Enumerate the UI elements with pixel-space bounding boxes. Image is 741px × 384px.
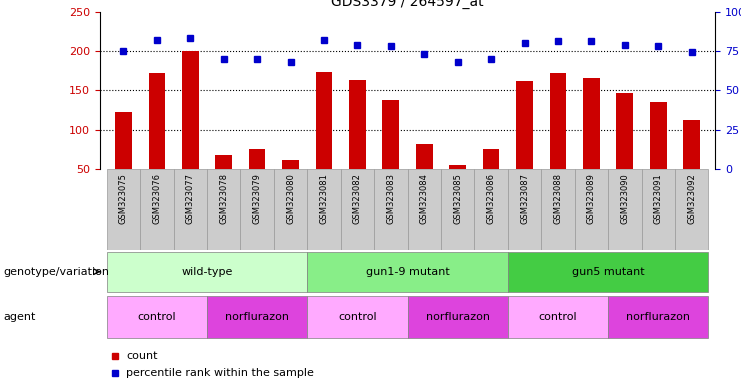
- Bar: [683, 120, 700, 169]
- Text: GSM323092: GSM323092: [687, 173, 696, 224]
- Text: control: control: [539, 312, 577, 322]
- Bar: [441, 169, 474, 250]
- Bar: [240, 169, 274, 250]
- Bar: [107, 296, 207, 338]
- Text: norflurazon: norflurazon: [225, 312, 289, 322]
- Bar: [508, 169, 541, 250]
- Text: GSM323083: GSM323083: [386, 173, 396, 224]
- Bar: [282, 159, 299, 169]
- Text: GSM323091: GSM323091: [654, 173, 662, 224]
- Bar: [608, 296, 708, 338]
- Text: GSM323081: GSM323081: [319, 173, 328, 224]
- Bar: [216, 155, 232, 169]
- Bar: [650, 102, 667, 169]
- Bar: [541, 169, 575, 250]
- Bar: [308, 169, 341, 250]
- Bar: [140, 169, 173, 250]
- Text: GSM323087: GSM323087: [520, 173, 529, 224]
- Bar: [308, 296, 408, 338]
- Text: norflurazon: norflurazon: [425, 312, 490, 322]
- Bar: [583, 78, 599, 169]
- Text: control: control: [338, 312, 376, 322]
- Text: count: count: [126, 351, 158, 361]
- Text: agent: agent: [4, 312, 36, 322]
- Text: GSM323089: GSM323089: [587, 173, 596, 224]
- Bar: [516, 81, 533, 169]
- Text: wild-type: wild-type: [182, 266, 233, 277]
- Bar: [249, 149, 265, 169]
- Bar: [316, 72, 333, 169]
- Bar: [274, 169, 308, 250]
- Text: GSM323079: GSM323079: [253, 173, 262, 224]
- Bar: [642, 169, 675, 250]
- Text: GSM323084: GSM323084: [419, 173, 429, 224]
- Bar: [207, 169, 240, 250]
- Bar: [308, 252, 508, 291]
- Bar: [550, 73, 566, 169]
- Bar: [408, 169, 441, 250]
- Text: percentile rank within the sample: percentile rank within the sample: [126, 368, 314, 378]
- Bar: [449, 165, 466, 169]
- Text: GSM323075: GSM323075: [119, 173, 128, 224]
- Text: norflurazon: norflurazon: [626, 312, 691, 322]
- Bar: [107, 252, 308, 291]
- Bar: [408, 296, 508, 338]
- Text: GSM323085: GSM323085: [453, 173, 462, 224]
- Bar: [173, 169, 207, 250]
- Bar: [474, 169, 508, 250]
- Text: GSM323080: GSM323080: [286, 173, 295, 224]
- Bar: [482, 149, 499, 169]
- Bar: [416, 144, 433, 169]
- Bar: [182, 51, 199, 169]
- Text: GSM323090: GSM323090: [620, 173, 629, 224]
- Title: GDS3379 / 264597_at: GDS3379 / 264597_at: [331, 0, 484, 9]
- Bar: [617, 93, 633, 169]
- Bar: [382, 101, 399, 169]
- Text: control: control: [138, 312, 176, 322]
- Bar: [608, 169, 642, 250]
- Bar: [508, 296, 608, 338]
- Text: GSM323078: GSM323078: [219, 173, 228, 224]
- Bar: [341, 169, 374, 250]
- Text: genotype/variation: genotype/variation: [4, 266, 110, 277]
- Text: gun5 mutant: gun5 mutant: [572, 266, 645, 277]
- Bar: [207, 296, 308, 338]
- Bar: [575, 169, 608, 250]
- Text: GSM323086: GSM323086: [487, 173, 496, 224]
- Bar: [508, 252, 708, 291]
- Bar: [115, 112, 132, 169]
- Text: GSM323082: GSM323082: [353, 173, 362, 224]
- Text: GSM323088: GSM323088: [554, 173, 562, 224]
- Text: GSM323076: GSM323076: [153, 173, 162, 224]
- Bar: [349, 80, 366, 169]
- Bar: [675, 169, 708, 250]
- Bar: [148, 73, 165, 169]
- Text: GSM323077: GSM323077: [186, 173, 195, 224]
- Bar: [107, 169, 140, 250]
- Bar: [374, 169, 408, 250]
- Text: gun1-9 mutant: gun1-9 mutant: [365, 266, 450, 277]
